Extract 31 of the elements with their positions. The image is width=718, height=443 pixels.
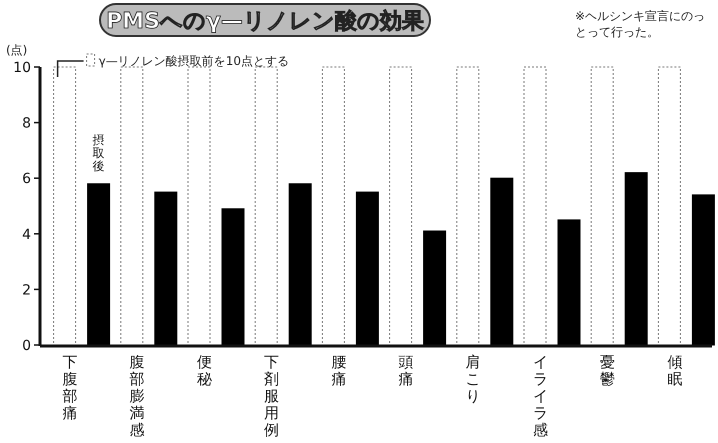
chart-title: PMSへのγ—リノレン酸の効果 bbox=[106, 9, 425, 34]
x-tick-label: 下剤服用例 bbox=[264, 353, 280, 439]
bar bbox=[222, 208, 244, 346]
x-tick-label: 便秘 bbox=[196, 353, 212, 388]
bar bbox=[490, 178, 514, 346]
y-tick-label: 2 bbox=[22, 282, 31, 298]
bar bbox=[624, 172, 648, 346]
bar bbox=[288, 183, 312, 346]
x-tick-label: 腹部膨満感 bbox=[130, 353, 145, 439]
x-tick-label: 肩こり bbox=[466, 353, 481, 405]
x-tick-label: 憂鬱 bbox=[600, 353, 616, 388]
y-tick-label: 4 bbox=[22, 226, 32, 243]
y-tick-label: 8 bbox=[22, 116, 31, 132]
bar bbox=[692, 194, 715, 346]
bar bbox=[423, 230, 446, 346]
x-tick-label: 下腹部痛 bbox=[62, 353, 78, 422]
bar bbox=[154, 192, 178, 346]
text: ※ヘルシンキ宣言にのっとって行った。 bbox=[575, 8, 706, 40]
y-tick-label: 0 bbox=[22, 338, 31, 354]
y-tick-label: 10 bbox=[13, 60, 31, 76]
x-tick-label: 頭痛 bbox=[398, 353, 414, 388]
y-tick-label: 6 bbox=[22, 171, 32, 188]
bar bbox=[87, 183, 110, 346]
legend-label: γ—リノレン酸摂取前を10点とする bbox=[98, 54, 289, 68]
bar bbox=[558, 219, 580, 346]
x-tick-label: イライラ感 bbox=[532, 353, 548, 439]
y-axis-title: (点) bbox=[6, 43, 28, 57]
series-label: 摂取後 bbox=[92, 132, 105, 173]
bar bbox=[356, 192, 379, 346]
x-tick-label: 傾眠 bbox=[667, 353, 682, 388]
x-tick-label: 腰痛 bbox=[331, 353, 346, 388]
